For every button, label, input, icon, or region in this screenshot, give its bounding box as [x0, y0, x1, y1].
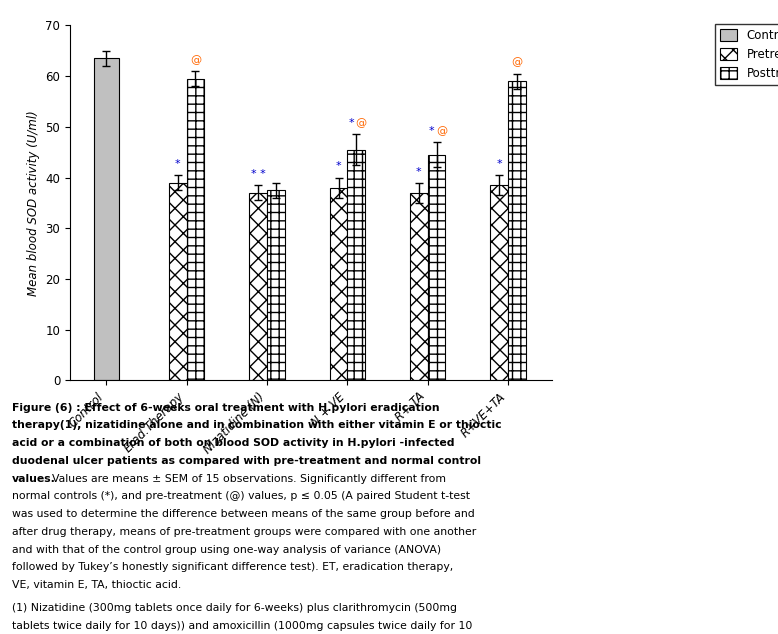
Bar — [169, 183, 187, 380]
Bar — [249, 193, 267, 380]
Text: * *: * * — [251, 169, 265, 179]
Text: tablets twice daily for 10 days)) and amoxicillin (1000mg capsules twice daily f: tablets twice daily for 10 days)) and am… — [12, 621, 472, 631]
Text: *: * — [175, 159, 180, 169]
Text: followed by Tukey’s honestly significant difference test). ET, eradication thera: followed by Tukey’s honestly significant… — [12, 562, 453, 573]
Text: (1) Nizatidine (300mg tablets once daily for 6-weeks) plus clarithromycin (500mg: (1) Nizatidine (300mg tablets once daily… — [12, 603, 457, 613]
Bar — [347, 150, 365, 380]
Text: @: @ — [436, 126, 447, 136]
Text: *: * — [336, 162, 342, 171]
Text: *: * — [349, 119, 354, 128]
Legend: Control, Pretreatment, Posttreatment: Control, Pretreatment, Posttreatment — [715, 24, 778, 84]
Bar — [330, 188, 347, 380]
Text: therapy(1), nizatidine alone and in combination with either vitamin E or thiocti: therapy(1), nizatidine alone and in comb… — [12, 420, 501, 430]
Text: was used to determine the difference between means of the same group before and: was used to determine the difference bet… — [12, 509, 475, 519]
Text: values.: values. — [12, 474, 55, 484]
Text: *: * — [429, 126, 435, 136]
Bar — [187, 79, 205, 380]
Y-axis label: Mean blood SOD activity (U/ml): Mean blood SOD activity (U/ml) — [27, 110, 40, 295]
Text: @: @ — [511, 58, 523, 67]
Bar — [490, 185, 508, 380]
Bar — [267, 190, 285, 380]
Bar — [94, 58, 118, 380]
Text: *: * — [496, 159, 502, 169]
Text: VE, vitamin E, TA, thioctic acid.: VE, vitamin E, TA, thioctic acid. — [12, 580, 181, 590]
Text: @: @ — [356, 119, 366, 128]
Bar — [508, 81, 526, 380]
Text: and with that of the control group using one-way analysis of variance (ANOVA): and with that of the control group using… — [12, 545, 441, 555]
Text: normal controls (*), and pre-treatment (@) values, p ≤ 0.05 (A paired Student t-: normal controls (*), and pre-treatment (… — [12, 491, 470, 501]
Text: duodenal ulcer patients as compared with pre-treatment and normal control: duodenal ulcer patients as compared with… — [12, 456, 481, 466]
Text: Figure (6) : Effect of 6-weeks oral treatment with H.pylori eradication: Figure (6) : Effect of 6-weeks oral trea… — [12, 403, 440, 413]
Text: after drug therapy, means of pre-treatment groups were compared with one another: after drug therapy, means of pre-treatme… — [12, 527, 476, 537]
Text: @: @ — [190, 55, 201, 65]
Text: Values are means ± SEM of 15 observations. Significantly different from: Values are means ± SEM of 15 observation… — [52, 474, 446, 484]
Bar — [428, 155, 446, 380]
Bar — [410, 193, 428, 380]
Text: acid or a combination of both on blood SOD activity in H.pylori -infected: acid or a combination of both on blood S… — [12, 438, 454, 448]
Text: *: * — [416, 167, 422, 176]
